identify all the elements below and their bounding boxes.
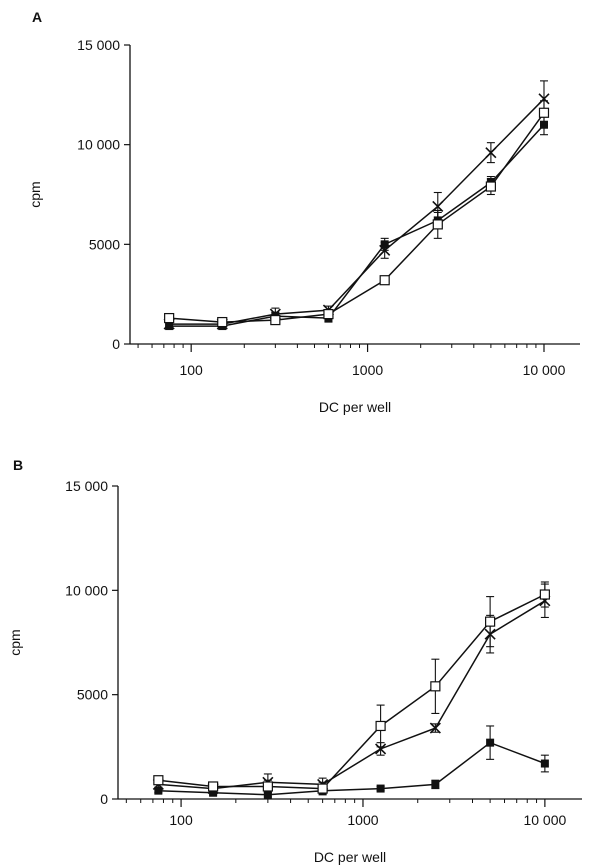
data-point — [153, 775, 164, 786]
data-point — [429, 722, 441, 734]
data-point — [165, 322, 174, 331]
data-point — [208, 781, 219, 792]
x-tick-label: 1000 — [347, 812, 378, 828]
data-point — [485, 181, 496, 192]
series-line — [169, 124, 545, 327]
data-point — [540, 759, 549, 768]
series-open-square — [164, 100, 550, 328]
chart-panel-a: A 0 5000 10 000 15 000 100 1000 10 000 DC per we… — [27, 9, 580, 415]
data-point — [375, 743, 387, 755]
data-point — [375, 720, 386, 732]
y-axis-title: cpm — [27, 181, 43, 207]
series-line — [158, 593, 546, 790]
series-line — [158, 600, 546, 790]
x-tick-label: 10 000 — [523, 812, 566, 828]
data-point — [164, 312, 175, 324]
x-axis-title: DC per well — [319, 399, 391, 415]
x-tick-label: 100 — [179, 362, 203, 378]
data-point — [380, 240, 389, 249]
y-tick-label: 0 — [100, 791, 108, 807]
y-tick-label: 15 000 — [65, 478, 108, 494]
data-point — [486, 738, 495, 747]
y-tick-label: 0 — [112, 336, 120, 352]
data-point — [262, 781, 273, 792]
series-line — [169, 98, 545, 325]
data-point — [432, 219, 443, 230]
x-tick-label: 10 000 — [523, 362, 566, 378]
data-point — [538, 107, 550, 118]
y-tick-label: 15 000 — [77, 37, 120, 53]
series-x — [163, 80, 550, 330]
y-axis-title: cpm — [7, 629, 23, 655]
data-point — [217, 316, 228, 328]
data-point — [485, 616, 496, 627]
data-point — [432, 200, 444, 213]
data-point — [485, 147, 497, 159]
x-tick-label: 1000 — [352, 362, 383, 378]
data-point — [263, 790, 272, 799]
data-point — [539, 589, 550, 600]
data-point — [317, 783, 328, 794]
y-tick-label: 5000 — [77, 687, 108, 703]
y-tick-label: 5000 — [89, 236, 120, 252]
data-point — [538, 93, 550, 105]
panel-label: B — [13, 457, 23, 473]
data-point — [209, 788, 218, 797]
x-tick-label: 100 — [169, 812, 193, 828]
chart-panel-b: B 0 5000 10 000 15 000 100 1000 10 000 DC per we… — [7, 457, 582, 865]
data-point — [376, 784, 385, 793]
y-tick-label: 10 000 — [77, 137, 120, 153]
data-point — [430, 681, 441, 692]
data-point — [323, 309, 334, 320]
x-axis-title: DC per well — [314, 849, 386, 865]
panel-label: A — [32, 9, 42, 25]
series-line — [169, 112, 545, 323]
data-point — [379, 275, 390, 286]
series-open-square — [153, 581, 550, 796]
data-point — [154, 786, 163, 795]
data-point — [270, 314, 281, 326]
y-tick-label: 10 000 — [65, 582, 108, 598]
series-line — [158, 741, 546, 796]
data-point — [431, 780, 440, 789]
